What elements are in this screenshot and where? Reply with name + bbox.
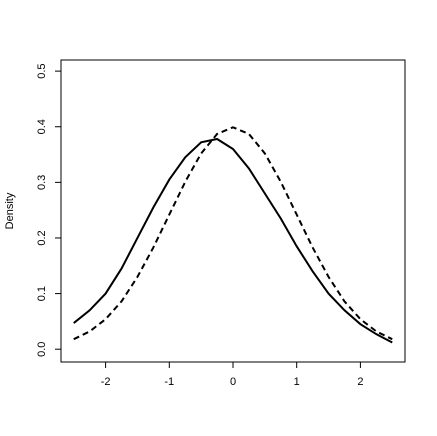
y-tick-label: 0.5 [36, 63, 48, 78]
y-tick-label: 0.2 [36, 230, 48, 245]
density-line [73, 137, 393, 344]
density-line [73, 126, 393, 341]
x-tick-label: -2 [101, 376, 111, 388]
y-tick-label: 0.1 [36, 286, 48, 301]
x-tick-label: 1 [294, 376, 300, 388]
plot-box [60, 59, 406, 363]
x-tick-label: -1 [164, 376, 174, 388]
x-tick-label: 0 [230, 376, 236, 388]
y-tick-label: 0.4 [36, 119, 48, 134]
x-tick-label: 2 [357, 376, 363, 388]
y-tick-label: 0.3 [36, 175, 48, 190]
y-tick-label: 0.0 [36, 342, 48, 357]
y-axis-label: Density [4, 192, 16, 229]
